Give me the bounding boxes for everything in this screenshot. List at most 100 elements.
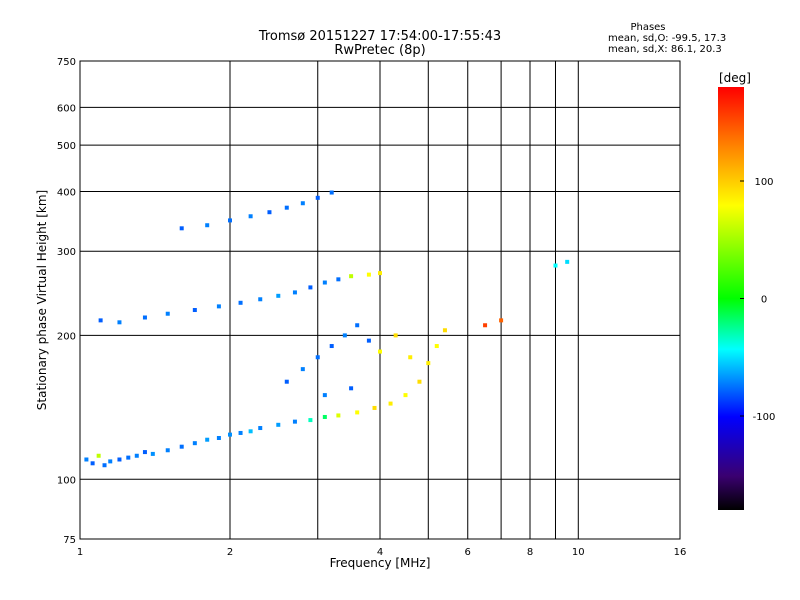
x-tick-label: 1 bbox=[77, 547, 83, 558]
echo-point bbox=[276, 293, 281, 298]
phases-o-stats: mean, sd,O: -99.5, 17.3 bbox=[608, 33, 726, 44]
colorbar-tick-label: 100 bbox=[754, 177, 773, 188]
echo-point bbox=[192, 308, 197, 313]
y-tick-label: 500 bbox=[57, 141, 76, 152]
echo-point bbox=[205, 437, 210, 442]
echo-point bbox=[258, 426, 263, 431]
echo-point bbox=[179, 444, 184, 449]
x-tick-label: 16 bbox=[674, 547, 687, 558]
echo-point bbox=[126, 455, 131, 460]
phases-x-stats: mean, sd,X: 86.1, 20.3 bbox=[608, 44, 722, 55]
echo-point bbox=[216, 435, 221, 440]
echo-point bbox=[565, 259, 570, 264]
echo-point bbox=[336, 277, 341, 282]
echo-point bbox=[378, 349, 382, 354]
echo-point bbox=[267, 210, 272, 215]
echo-point bbox=[553, 263, 558, 268]
x-tick-label: 4 bbox=[377, 547, 383, 558]
x-tick-label: 6 bbox=[465, 547, 471, 558]
y-tick-label: 100 bbox=[57, 475, 76, 486]
echo-point bbox=[150, 451, 155, 456]
echo-point bbox=[388, 401, 393, 406]
echo-point bbox=[372, 405, 377, 410]
echo-point bbox=[90, 461, 95, 466]
grid-lines bbox=[79, 60, 681, 540]
echo-point bbox=[228, 432, 232, 437]
echo-point bbox=[329, 190, 334, 195]
echo-point bbox=[102, 463, 107, 468]
axis-ticks: 1 2 4 6 8 10 16 75 100 200 300 400 500 600 750 bbox=[57, 57, 686, 558]
echo-point bbox=[142, 450, 147, 455]
chart-title: Tromsø 20151227 17:54:00-17:55:43 bbox=[258, 29, 501, 44]
echo-point bbox=[258, 297, 263, 302]
echo-point bbox=[292, 290, 297, 295]
colorbar-label: [deg] bbox=[719, 71, 751, 85]
y-axis-label: Stationary phase Virtual Height [km] bbox=[35, 190, 49, 410]
echo-point bbox=[349, 274, 354, 279]
echo-point bbox=[300, 201, 305, 206]
echo-point bbox=[117, 320, 122, 325]
echo-point bbox=[499, 318, 504, 323]
echo-point bbox=[403, 393, 408, 398]
echo-point bbox=[284, 379, 289, 384]
echo-point bbox=[134, 453, 139, 458]
y-tick-label: 600 bbox=[57, 103, 76, 114]
echo-point bbox=[336, 413, 341, 418]
echo-point bbox=[216, 304, 221, 309]
echo-point bbox=[142, 315, 147, 320]
echo-point bbox=[238, 300, 243, 305]
colorbar-ticks: 100 0 -100 bbox=[740, 177, 775, 423]
echo-point bbox=[329, 344, 334, 349]
echo-point bbox=[179, 226, 184, 231]
echo-point bbox=[228, 218, 232, 223]
colorbar bbox=[718, 87, 744, 510]
echo-point bbox=[322, 280, 327, 285]
echo-point bbox=[108, 459, 113, 464]
echo-point bbox=[434, 344, 439, 349]
echo-point bbox=[117, 457, 122, 462]
x-tick-label: 10 bbox=[572, 547, 585, 558]
echo-point bbox=[393, 333, 398, 338]
y-tick-label: 400 bbox=[57, 187, 76, 198]
y-tick-label: 300 bbox=[57, 247, 76, 258]
echo-point bbox=[378, 271, 382, 276]
echo-point bbox=[165, 448, 170, 453]
echo-point bbox=[308, 418, 313, 423]
echo-point bbox=[366, 272, 371, 277]
echo-point bbox=[284, 205, 289, 210]
echo-point bbox=[322, 393, 327, 398]
echo-point bbox=[300, 367, 305, 372]
phases-heading: Phases bbox=[630, 22, 665, 33]
echo-point bbox=[98, 318, 103, 323]
echo-point bbox=[366, 338, 371, 343]
echo-point bbox=[238, 430, 243, 435]
echo-point bbox=[192, 441, 197, 446]
y-tick-label: 200 bbox=[57, 331, 76, 342]
echo-point bbox=[417, 379, 422, 384]
x-tick-label: 8 bbox=[527, 547, 533, 558]
echo-point bbox=[442, 328, 447, 333]
echo-point bbox=[483, 323, 488, 328]
echo-point bbox=[408, 355, 413, 360]
echo-point bbox=[342, 333, 347, 338]
colorbar-tick-label: -100 bbox=[753, 412, 776, 423]
echo-point bbox=[248, 214, 253, 219]
echo-point bbox=[205, 223, 210, 228]
echo-point bbox=[165, 311, 170, 316]
echo-point bbox=[315, 355, 320, 360]
y-tick-label: 75 bbox=[63, 535, 76, 546]
chart-subtitle: RwPretec (8p) bbox=[334, 43, 425, 58]
echo-point bbox=[292, 419, 297, 424]
echo-point bbox=[426, 361, 431, 366]
x-tick-label: 2 bbox=[227, 547, 233, 558]
echo-point bbox=[315, 195, 320, 200]
echo-point bbox=[84, 457, 89, 462]
data-points bbox=[84, 190, 570, 468]
echo-point bbox=[276, 422, 281, 427]
x-axis-label: Frequency [MHz] bbox=[330, 556, 431, 570]
colorbar-tick-label: 0 bbox=[761, 295, 767, 306]
y-tick-label: 750 bbox=[57, 57, 76, 68]
echo-point bbox=[355, 323, 360, 328]
echo-point bbox=[349, 386, 354, 391]
